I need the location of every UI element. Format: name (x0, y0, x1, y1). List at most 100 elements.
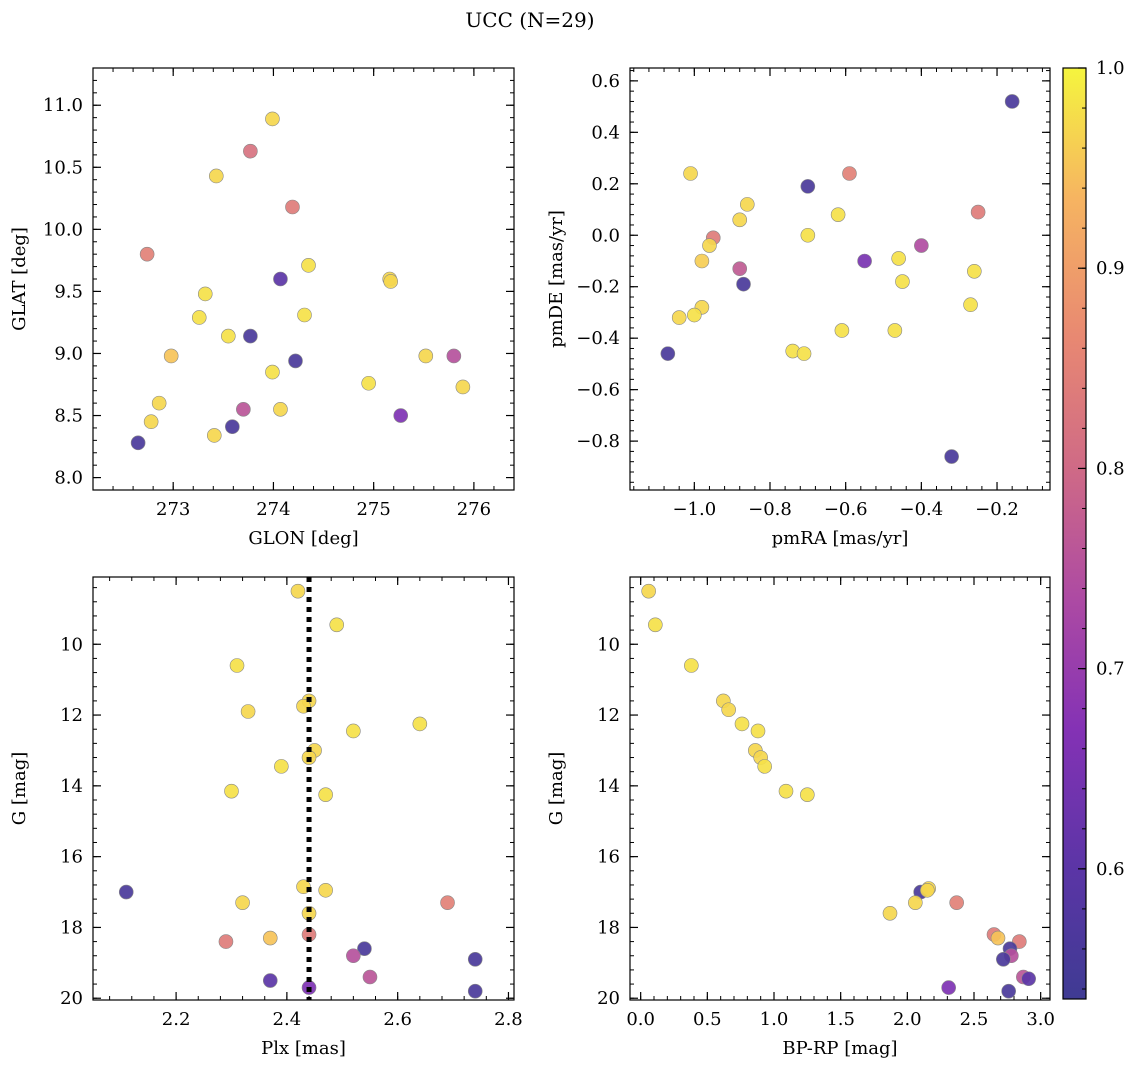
y-tick-label: 10.5 (43, 157, 83, 178)
scatter-point (240, 704, 256, 719)
scatter-point (218, 934, 234, 949)
x-tick-label: 1.5 (826, 1009, 855, 1030)
y-tick-label: 0.4 (591, 122, 620, 143)
scatter-point (830, 207, 846, 222)
colorbar-tick-label: 0.8 (1096, 458, 1125, 479)
scatter-point (996, 951, 1011, 967)
scatter-point (446, 348, 462, 364)
scatter-point (297, 307, 312, 323)
scatter-point (285, 199, 300, 215)
scatter-point (914, 238, 929, 253)
axes-frame (629, 67, 1051, 491)
scatter-point (224, 783, 239, 799)
scatter-point (800, 787, 815, 802)
tick-marks (92, 67, 515, 491)
y-tick-label: 10 (60, 634, 83, 655)
scatter-point (221, 328, 236, 344)
scatter-point (778, 783, 794, 799)
y-tick-label: −0.6 (576, 380, 620, 401)
y-tick-label: 18 (597, 917, 620, 938)
y-tick-label: 0.0 (591, 225, 620, 246)
x-tick-label: 2.6 (383, 1009, 412, 1030)
panel-pmra-pmde: −1.0 −0.8 −0.6 −0.4 −0.2 −0.8 −0.6 −0.4 −0.2 0.0 0… (546, 67, 1051, 549)
scatter-point (757, 759, 772, 774)
scatter-point (842, 166, 857, 181)
y-tick-label: 10 (597, 634, 620, 655)
scatter-point (265, 364, 280, 380)
scatter-point (191, 310, 207, 325)
scatter-point (694, 253, 710, 269)
colorbar-tick-label: 0.9 (1096, 258, 1125, 279)
tick-marks (630, 68, 1050, 490)
scatter-point (362, 969, 378, 985)
scatter-point (949, 895, 964, 910)
scatter-point (143, 414, 159, 430)
x-tick-label: 274 (256, 499, 290, 520)
scatter-point (732, 261, 748, 277)
colorbar: 0.6 0.7 0.8 0.9 1.0 (1062, 58, 1125, 1000)
y-tick-label: −0.2 (576, 277, 620, 298)
scatter-point (941, 980, 956, 995)
x-tick-label: −0.4 (899, 499, 943, 520)
y-tick-label: 9.0 (54, 343, 83, 364)
scatter-points (641, 583, 1036, 999)
scatter-point (265, 111, 280, 127)
scatter-point (467, 951, 483, 967)
x-tick-label: 2.8 (494, 1009, 523, 1030)
x-tick-label: −0.6 (824, 499, 868, 520)
scatter-point (440, 895, 455, 910)
scatter-point (274, 759, 289, 774)
scatter-point (357, 941, 372, 956)
y-tick-label: 0.6 (591, 71, 620, 92)
y-tick-label: 12 (60, 705, 83, 726)
x-tick-label: −0.2 (975, 499, 1019, 520)
y-tick-label: 16 (597, 847, 620, 868)
scatter-point (139, 246, 155, 262)
y-tick-label: 8.0 (54, 468, 83, 489)
scatter-point (687, 307, 702, 323)
x-tick-label: 0.5 (693, 1009, 722, 1030)
y-tick-label: 20 (597, 988, 620, 1009)
y-tick-label: 12 (597, 705, 620, 726)
y-tick-label: 16 (60, 847, 83, 868)
scatter-point (908, 895, 923, 910)
scatter-point (163, 348, 179, 364)
scatter-point (736, 276, 751, 292)
scatter-point (229, 658, 245, 673)
x-tick-label: 2.4 (273, 1009, 302, 1030)
x-axis-label: pmRA [mas/yr] (772, 528, 909, 549)
scatter-point (702, 238, 717, 253)
y-tick-label: 10.0 (43, 219, 83, 240)
scatter-point (329, 617, 345, 633)
scatter-point (857, 253, 872, 269)
scatter-point (739, 197, 755, 212)
scatter-point (383, 274, 399, 289)
scatter-point (418, 348, 434, 364)
x-axis-label: GLON [deg] (248, 528, 358, 549)
y-tick-label: 8.5 (54, 406, 83, 427)
scatter-point (800, 227, 816, 243)
scatter-point (318, 882, 333, 898)
scatter-point (834, 323, 850, 338)
scatter-point (1001, 983, 1016, 999)
scatter-point (225, 419, 240, 435)
y-tick-label: −0.8 (576, 431, 620, 452)
y-tick-label: 11.0 (43, 95, 83, 116)
scatter-point (970, 204, 986, 220)
y-axis-label: G [mag] (546, 752, 567, 825)
x-tick-label: 1.0 (760, 1009, 789, 1030)
scatter-point (641, 583, 656, 599)
scatter-point (346, 948, 361, 964)
scatter-point (683, 166, 698, 181)
y-tick-label: 0.2 (591, 174, 620, 195)
scatter-point (301, 258, 316, 273)
scatter-points (130, 111, 471, 451)
x-tick-label: 0.0 (626, 1009, 655, 1030)
scatter-point (648, 617, 663, 633)
x-tick-label: 3.0 (1026, 1009, 1055, 1030)
scatter-point (151, 395, 167, 411)
scatter-point (963, 297, 978, 313)
scatter-point (197, 286, 213, 302)
y-tick-label: 14 (60, 776, 83, 797)
axes-frame (629, 576, 1051, 1001)
